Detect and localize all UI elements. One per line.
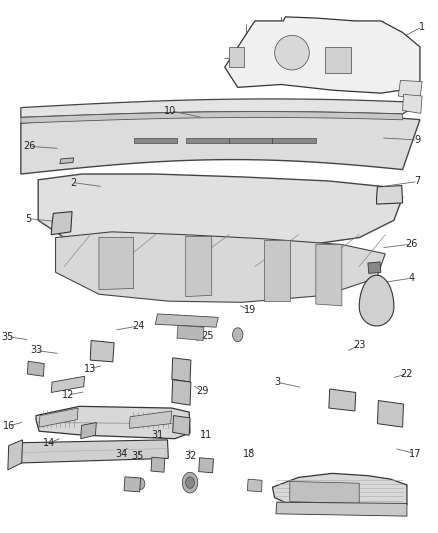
Polygon shape: [60, 158, 74, 164]
Text: 22: 22: [401, 369, 413, 379]
Text: 4: 4: [408, 273, 414, 283]
Text: 35: 35: [2, 332, 14, 342]
Polygon shape: [36, 406, 190, 439]
Polygon shape: [172, 379, 191, 405]
Polygon shape: [290, 481, 359, 503]
Polygon shape: [276, 502, 407, 516]
Text: 16: 16: [3, 421, 15, 431]
Text: 23: 23: [353, 340, 365, 350]
Polygon shape: [8, 440, 23, 470]
Polygon shape: [377, 185, 403, 204]
Polygon shape: [368, 262, 381, 273]
Polygon shape: [398, 80, 422, 99]
Text: 5: 5: [25, 214, 32, 224]
Polygon shape: [173, 416, 190, 435]
Polygon shape: [378, 401, 403, 427]
Polygon shape: [20, 440, 168, 463]
Polygon shape: [129, 411, 172, 429]
Polygon shape: [275, 35, 309, 70]
Polygon shape: [51, 212, 72, 235]
Text: 9: 9: [415, 135, 421, 145]
Text: 29: 29: [196, 386, 208, 397]
Polygon shape: [233, 328, 243, 342]
Text: 18: 18: [243, 449, 255, 458]
Text: 25: 25: [201, 330, 214, 341]
Polygon shape: [247, 479, 262, 492]
Text: 1: 1: [419, 22, 425, 32]
Polygon shape: [403, 94, 422, 114]
Polygon shape: [124, 477, 141, 492]
Polygon shape: [329, 389, 356, 411]
Polygon shape: [229, 138, 272, 143]
Text: 24: 24: [132, 321, 144, 331]
Polygon shape: [177, 326, 204, 341]
Polygon shape: [229, 47, 244, 67]
Polygon shape: [272, 138, 316, 143]
Polygon shape: [186, 138, 229, 143]
Text: 10: 10: [164, 106, 177, 116]
Text: 31: 31: [152, 430, 164, 440]
Polygon shape: [21, 99, 420, 117]
Text: 11: 11: [201, 430, 212, 440]
Polygon shape: [136, 478, 145, 489]
Polygon shape: [359, 275, 394, 326]
Polygon shape: [182, 472, 198, 493]
Text: 13: 13: [84, 364, 96, 374]
Polygon shape: [225, 17, 420, 93]
Polygon shape: [151, 457, 165, 472]
Polygon shape: [81, 423, 96, 439]
Text: 3: 3: [275, 377, 281, 387]
Polygon shape: [51, 376, 85, 392]
Polygon shape: [39, 408, 78, 427]
Polygon shape: [325, 47, 350, 73]
Polygon shape: [21, 111, 420, 174]
Text: 14: 14: [43, 438, 55, 448]
Text: 32: 32: [185, 451, 197, 461]
Text: 12: 12: [61, 390, 74, 400]
Text: 35: 35: [132, 451, 144, 461]
Polygon shape: [38, 174, 403, 252]
Text: 7: 7: [415, 176, 421, 187]
Polygon shape: [134, 138, 177, 143]
Polygon shape: [99, 238, 134, 289]
Polygon shape: [21, 111, 403, 123]
Text: 26: 26: [23, 141, 36, 151]
Polygon shape: [264, 240, 290, 301]
Polygon shape: [199, 458, 213, 473]
Polygon shape: [90, 341, 114, 362]
Polygon shape: [172, 358, 191, 382]
Polygon shape: [316, 245, 342, 306]
Text: 19: 19: [244, 305, 256, 315]
Text: 26: 26: [405, 239, 417, 249]
Text: 2: 2: [70, 177, 76, 188]
Polygon shape: [56, 232, 385, 302]
Polygon shape: [186, 477, 194, 488]
Text: 34: 34: [115, 449, 127, 458]
Polygon shape: [155, 314, 218, 327]
Polygon shape: [186, 237, 212, 296]
Polygon shape: [272, 473, 407, 512]
Text: 33: 33: [30, 345, 42, 356]
Polygon shape: [27, 361, 44, 376]
Text: 17: 17: [410, 449, 422, 458]
